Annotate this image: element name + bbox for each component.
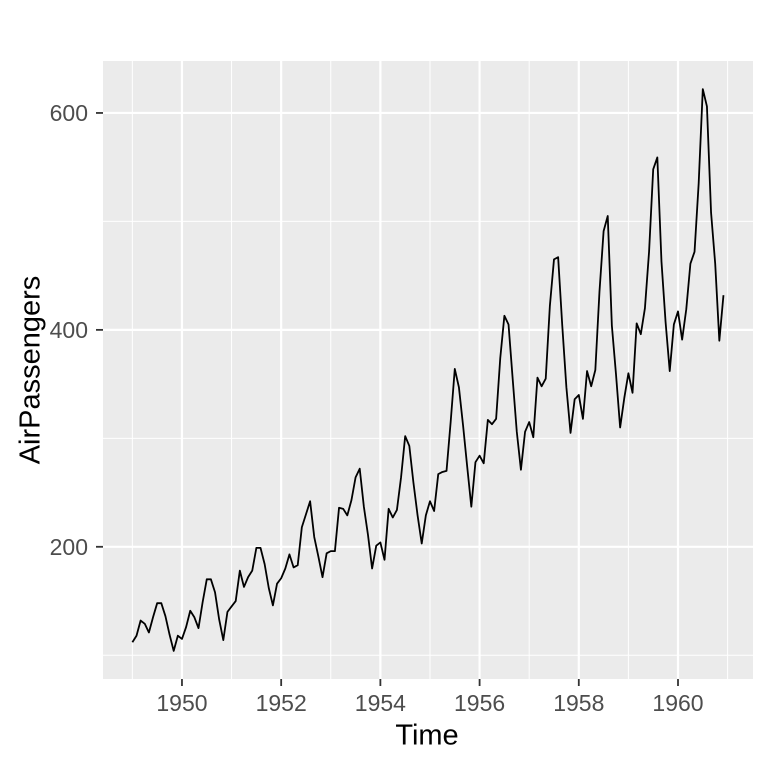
y-tick-label: 400 (50, 317, 88, 343)
plot-panel (103, 61, 753, 679)
y-tick-label: 200 (50, 534, 88, 560)
x-tick-label: 1958 (553, 690, 604, 716)
x-tick-label: 1950 (156, 690, 207, 716)
x-tick-label: 1956 (454, 690, 505, 716)
x-axis-title: Time (395, 719, 459, 752)
x-tick-label: 1954 (355, 690, 406, 716)
y-axis-title: AirPassengers (14, 275, 47, 465)
y-tick-label: 600 (50, 100, 88, 126)
x-tick-label: 1960 (652, 690, 703, 716)
x-tick-label: 1952 (256, 690, 307, 716)
data-line-series (131, 88, 725, 652)
